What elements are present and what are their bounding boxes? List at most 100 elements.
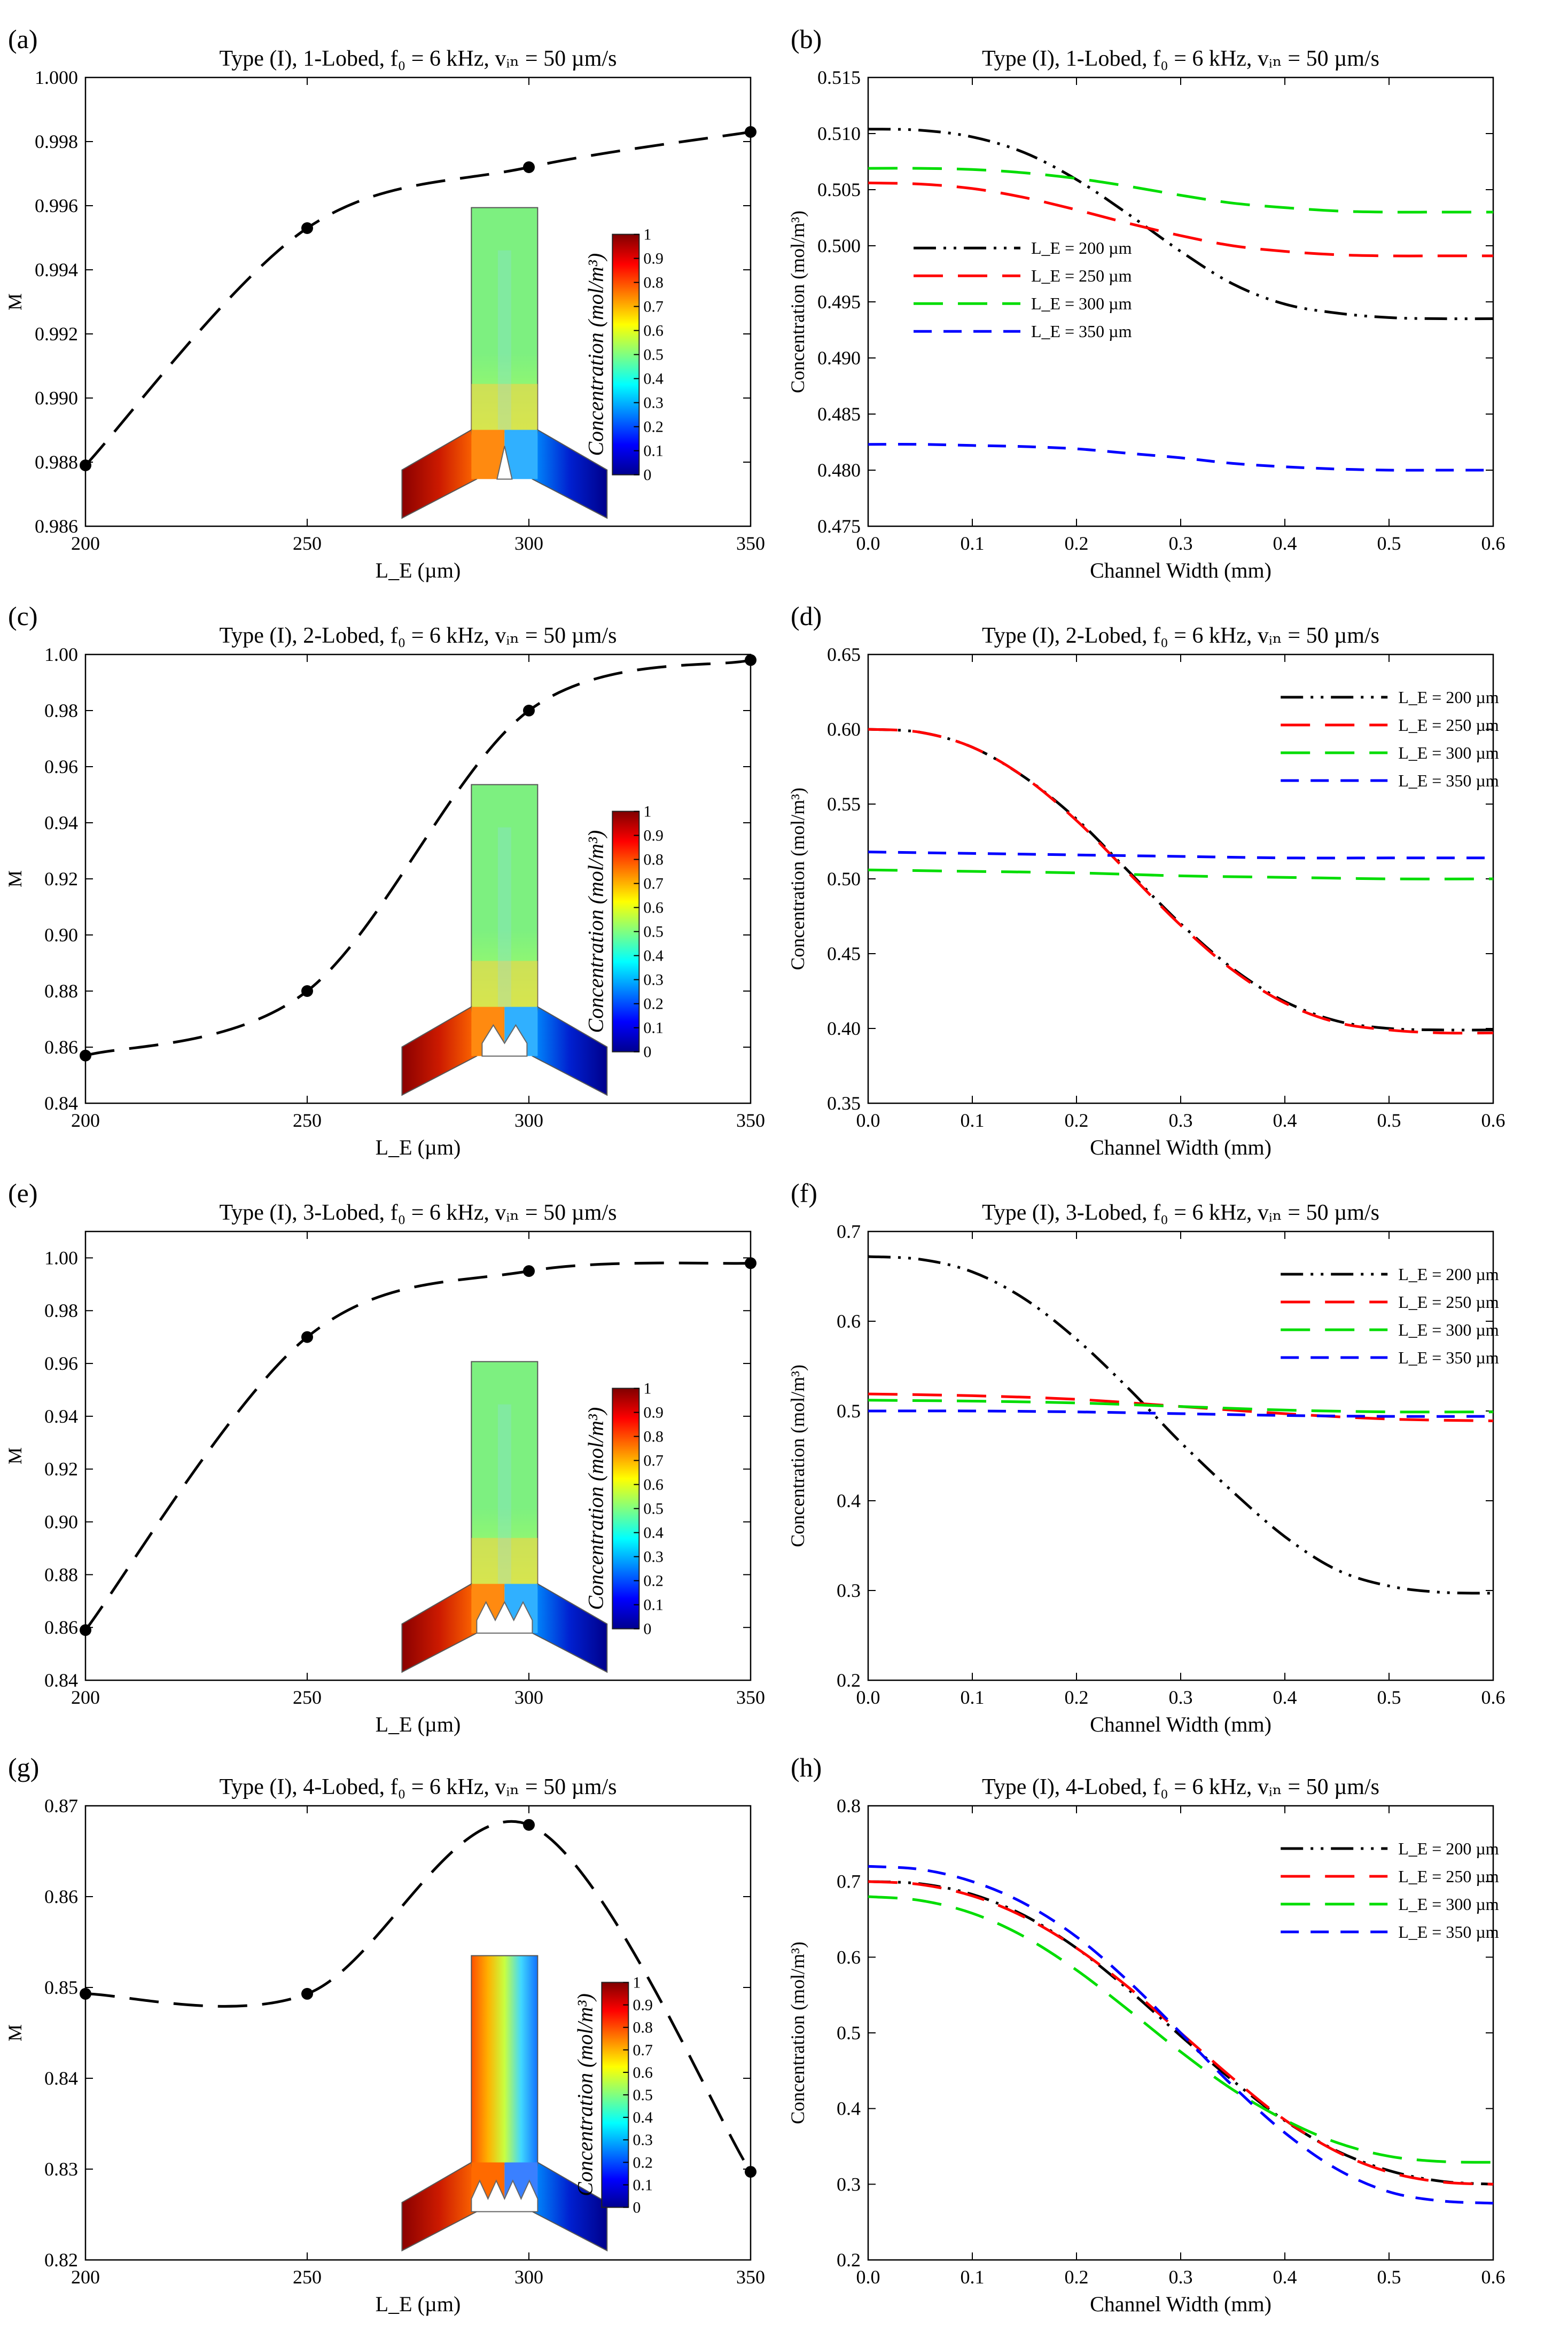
y-tick-label: 0.485 xyxy=(817,403,861,425)
colorbar-tick-label: 0.7 xyxy=(643,875,664,893)
series-line xyxy=(84,1261,751,1631)
y-tick-label: 0.500 xyxy=(817,235,861,256)
x-tick-label: 200 xyxy=(71,1110,100,1131)
chart-title: Type (I), 4-Lobed, f₀ = 6 kHz, vᵢₙ = 50 … xyxy=(982,1775,1379,1799)
y-axis-label: Concentration (mol/m³) xyxy=(787,1942,808,2124)
colorbar-tick-label: 0.6 xyxy=(643,322,664,340)
x-tick-label: 250 xyxy=(293,2266,322,2288)
data-point xyxy=(301,222,313,234)
y-tick-label: 0.82 xyxy=(44,2249,78,2271)
colorbar-tick-label: 0.4 xyxy=(633,2109,653,2126)
y-tick-label: 0.94 xyxy=(44,812,78,833)
mixer-center-streak xyxy=(497,827,511,1009)
chart-title: Type (I), 2-Lobed, f₀ = 6 kHz, vᵢₙ = 50 … xyxy=(982,623,1379,648)
legend-label: L_E = 200 µm xyxy=(1031,238,1132,258)
y-tick-label: 0.88 xyxy=(44,980,78,1002)
x-tick-label: 0.5 xyxy=(1377,533,1401,554)
y-tick-label: 0.65 xyxy=(827,644,861,665)
y-tick-label: 0.515 xyxy=(817,67,861,88)
y-tick-label: 0.88 xyxy=(44,1564,78,1585)
data-point xyxy=(745,126,756,138)
colorbar-title: Concentration (mol/m³) xyxy=(583,1407,607,1610)
x-tick-label: 0.6 xyxy=(1481,2266,1505,2288)
x-tick-label: 0.0 xyxy=(856,2266,880,2288)
y-tick-label: 0.505 xyxy=(817,179,861,200)
x-tick-label: 300 xyxy=(514,533,543,554)
series-line xyxy=(868,728,1494,1035)
y-tick-label: 1.000 xyxy=(35,67,78,88)
legend-label: L_E = 300 µm xyxy=(1031,294,1132,313)
series-line xyxy=(868,1880,1494,2186)
colorbar-tick-label: 0.2 xyxy=(633,2154,653,2171)
colorbar-tick-label: 1 xyxy=(643,226,651,244)
legend-label: L_E = 200 µm xyxy=(1398,1265,1499,1284)
chart-title: Type (I), 4-Lobed, f₀ = 6 kHz, vᵢₙ = 50 … xyxy=(219,1775,617,1799)
y-tick-label: 0.92 xyxy=(44,868,78,890)
x-axis-label: L_E (µm) xyxy=(376,1135,461,1159)
panel-label: (f) xyxy=(791,1178,817,1208)
y-tick-label: 0.86 xyxy=(44,1617,78,1638)
colorbar-tick-label: 0.3 xyxy=(643,1548,664,1566)
colorbar-tick-label: 1 xyxy=(633,1974,641,1992)
legend-label: L_E = 350 µm xyxy=(1398,1922,1499,1942)
x-tick-label: 0.3 xyxy=(1169,1687,1193,1708)
plot-frame xyxy=(84,1805,752,2261)
data-point xyxy=(80,459,91,471)
y-tick-label: 0.988 xyxy=(35,451,78,473)
x-tick-label: 0.1 xyxy=(961,533,985,554)
series-line xyxy=(868,167,1493,214)
y-tick-label: 0.5 xyxy=(837,2022,861,2044)
y-axis-label: Concentration (mol/m³) xyxy=(787,788,808,970)
x-tick-label: 0.6 xyxy=(1481,533,1505,554)
x-axis-label: Channel Width (mm) xyxy=(1090,1135,1271,1159)
x-axis-label: L_E (µm) xyxy=(376,2292,461,2316)
colorbar-tick-label: 0.1 xyxy=(643,442,664,460)
series-line xyxy=(868,1255,1494,1595)
colorbar-tick-label: 0 xyxy=(643,1620,651,1638)
series-line xyxy=(868,1865,1494,2205)
chart-title: Type (I), 1-Lobed, f₀ = 6 kHz, vᵢₙ = 50 … xyxy=(219,46,617,71)
x-axis-label: Channel Width (mm) xyxy=(1090,558,1271,582)
y-tick-label: 0.84 xyxy=(44,1670,78,1691)
y-tick-label: 0.992 xyxy=(35,323,78,345)
y-tick-label: 0.8 xyxy=(837,1795,861,1816)
y-tick-label: 0.45 xyxy=(827,943,861,964)
x-tick-label: 0.0 xyxy=(856,533,880,554)
legend-label: L_E = 250 µm xyxy=(1398,715,1499,735)
panel-label: (h) xyxy=(791,1752,822,1782)
colorbar-tick-label: 0.6 xyxy=(633,2064,653,2081)
colorbar-tick-label: 0.3 xyxy=(643,971,664,989)
inset-mixer-e: 0 0.1 0.2 0.3 0.4 0.5 0.6 0.7 0.8 0.9 1 Concentrati… xyxy=(401,1361,664,1673)
x-tick-label: 350 xyxy=(736,2266,765,2288)
y-tick-label: 0.55 xyxy=(827,793,861,815)
colorbar-title: Concentration (mol/m³) xyxy=(583,253,607,456)
legend-label: L_E = 250 µm xyxy=(1031,266,1132,285)
mixer-lobed-obstacle xyxy=(481,1024,528,1057)
x-axis-label: L_E (µm) xyxy=(376,558,461,582)
y-tick-label: 1.00 xyxy=(44,1247,78,1268)
mixer-left-inlet xyxy=(401,2161,478,2252)
x-tick-label: 350 xyxy=(736,1110,765,1131)
x-tick-label: 0.5 xyxy=(1377,1687,1401,1708)
legend-label: L_E = 350 µm xyxy=(1398,771,1499,790)
y-tick-label: 0.2 xyxy=(837,2249,861,2271)
y-axis-label: M xyxy=(4,1447,26,1464)
data-point xyxy=(523,705,535,716)
series-line xyxy=(868,1409,1494,1418)
legend-label: L_E = 200 µm xyxy=(1398,1839,1499,1858)
y-tick-label: 0.86 xyxy=(44,1036,78,1058)
y-tick-label: 0.84 xyxy=(44,2068,78,2089)
legend-label: L_E = 250 µm xyxy=(1398,1867,1499,1886)
colorbar-tick-label: 0 xyxy=(643,466,651,484)
y-tick-label: 0.3 xyxy=(837,2173,861,2195)
y-axis-label: M xyxy=(4,293,26,310)
x-tick-label: 0.3 xyxy=(1169,2266,1193,2288)
legend: L_E = 200 µm L_E = 250 µm L_E = 300 µm L_E … xyxy=(1281,1265,1499,1367)
colorbar-tick-label: 0.2 xyxy=(643,1572,664,1590)
y-tick-label: 0.510 xyxy=(817,123,861,144)
colorbar-tick-label: 0.7 xyxy=(633,2041,653,2059)
mixer-lobed-obstacle xyxy=(496,446,513,480)
x-tick-label: 0.0 xyxy=(856,1110,880,1131)
mixer-center-streak xyxy=(497,250,511,432)
x-tick-label: 0.1 xyxy=(961,1687,985,1708)
